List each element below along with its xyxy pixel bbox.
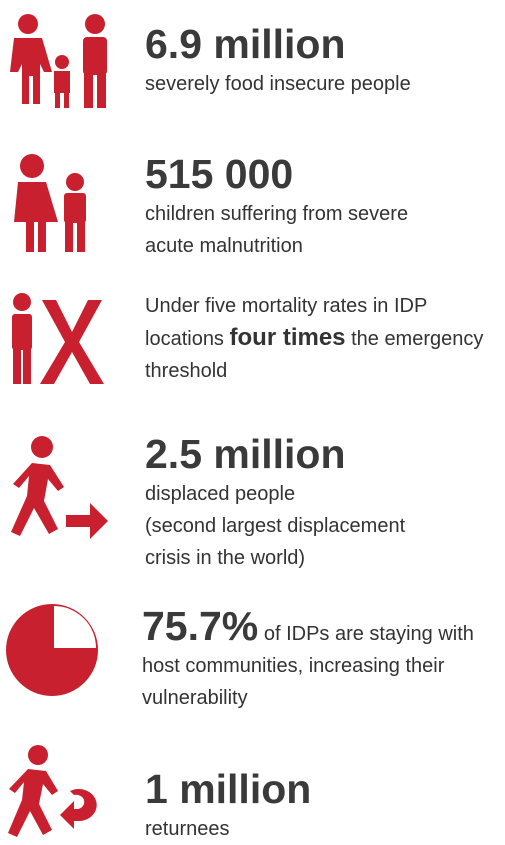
displaced-icon	[11, 436, 108, 539]
description: returnees	[145, 818, 230, 840]
text: the emergency threshold	[145, 328, 484, 382]
headline: 75.7%	[142, 603, 259, 649]
description: children suffering from severe	[145, 203, 409, 225]
description: displaced people	[145, 483, 296, 505]
text: of IDPs are staying with host communitie…	[142, 623, 474, 709]
description: (second largest displacement	[145, 515, 406, 537]
headline: 515 000	[145, 151, 294, 197]
headline: 1 million	[145, 766, 312, 812]
returnee-icon	[8, 745, 97, 837]
pie-icon	[6, 604, 98, 696]
description: crisis in the world)	[145, 547, 306, 569]
description: 75.7% of IDPs are staying with host comm…	[142, 606, 504, 714]
family-icon	[10, 14, 107, 108]
text: Under five mortality rates in IDP locati…	[145, 295, 427, 350]
description: severely food insecure people	[145, 73, 411, 95]
headline: 6.9 million	[145, 21, 346, 67]
emphasis: four times	[229, 324, 346, 351]
description: acute malnutrition	[145, 235, 303, 257]
headline: 2.5 million	[145, 431, 346, 477]
mortality-icon	[12, 293, 104, 384]
description: Under five mortality rates in IDP locati…	[145, 290, 485, 387]
woman-child-icon	[14, 154, 86, 252]
